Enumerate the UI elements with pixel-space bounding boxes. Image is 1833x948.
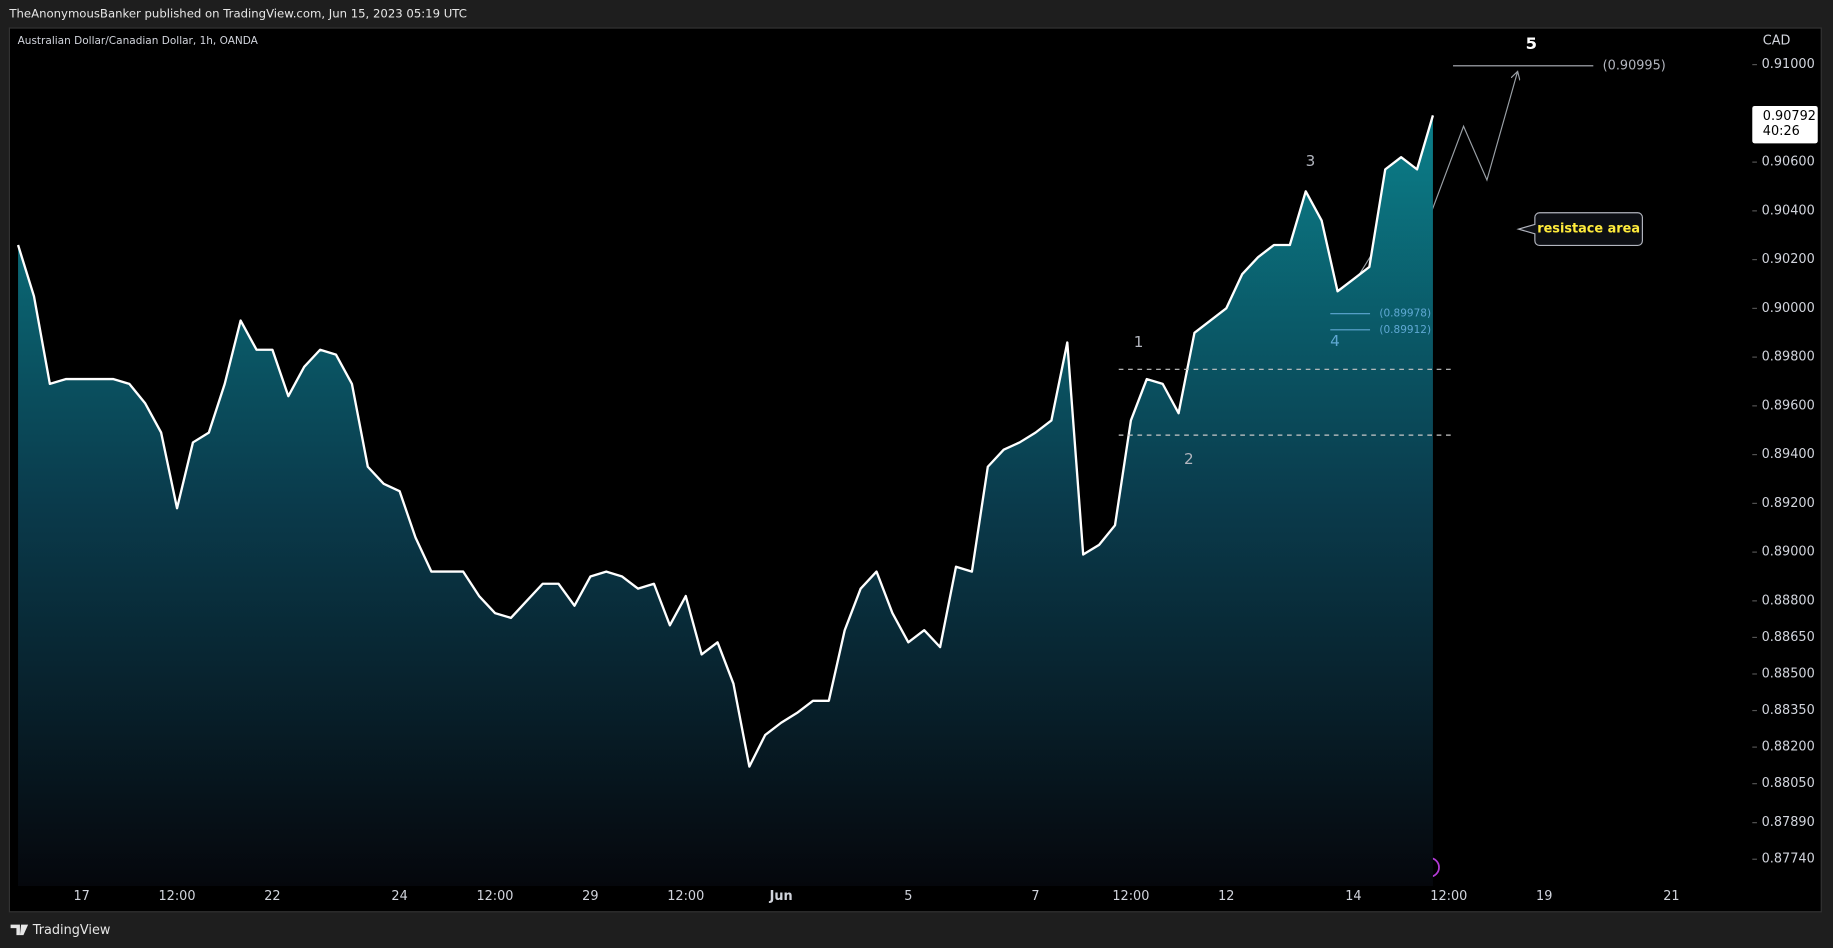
y-tick-label: 0.90400 (1762, 203, 1815, 218)
y-tick-label: 0.88800 (1762, 593, 1815, 608)
y-tick-label: 0.88200 (1762, 740, 1815, 755)
brand-logo (10, 924, 29, 936)
x-tick-label: 12:00 (667, 889, 704, 904)
y-tick-label: 0.87740 (1762, 852, 1815, 867)
x-tick-label: 12:00 (159, 889, 196, 904)
x-tick-label: 12 (1218, 889, 1234, 904)
y-tick-label: 0.89000 (1762, 545, 1815, 560)
chart-title: Australian Dollar/Canadian Dollar, 1h, O… (18, 35, 259, 47)
wave-label: 3 (1306, 152, 1316, 170)
x-tick-label: 19 (1536, 889, 1552, 904)
x-tick-label: 7 (1031, 889, 1039, 904)
y-tick-label: 0.88500 (1762, 666, 1815, 681)
y-tick-label: 0.89200 (1762, 496, 1815, 511)
y-axis-label: CAD (1763, 33, 1791, 48)
y-tick-label: 0.88350 (1762, 703, 1815, 718)
y-tick-label: 0.89600 (1762, 398, 1815, 413)
y-tick-label: 0.87890 (1762, 815, 1815, 830)
x-tick-label: 12:00 (1112, 889, 1149, 904)
y-tick-label: 0.88650 (1762, 630, 1815, 645)
price-tag (1752, 105, 1818, 144)
price-line (16, 115, 1435, 768)
level-label: (0.90995) (1603, 58, 1666, 73)
wave-label: 4 (1330, 332, 1340, 350)
x-tick-label: 14 (1345, 889, 1361, 904)
price-tag-value: 0.90792 (1763, 109, 1816, 124)
y-tick-label: 0.91000 (1762, 57, 1815, 72)
x-tick-label: 5 (904, 889, 912, 904)
x-tick-label: 17 (73, 889, 89, 904)
x-tick-label: Jun (769, 889, 793, 904)
y-tick-label: 0.90200 (1762, 252, 1815, 267)
y-tick-label: 0.89400 (1762, 447, 1815, 462)
callout-text: resistace area (1537, 222, 1640, 237)
y-tick-label: 0.89800 (1762, 350, 1815, 365)
price-tag-countdown: 40:26 (1763, 124, 1800, 139)
publisher: TheAnonymousBanker published on TradingV… (8, 7, 466, 21)
area (18, 115, 1433, 887)
y-tick-label: 0.88050 (1762, 776, 1815, 791)
level-label: (0.89912) (1379, 324, 1431, 336)
wave-label: 2 (1184, 450, 1194, 468)
wave-label: 5 (1526, 34, 1537, 53)
y-tick-label: 0.90600 (1762, 155, 1815, 170)
x-tick-label: 29 (582, 889, 598, 904)
x-tick-label: 24 (391, 889, 407, 904)
brand: TradingView (32, 923, 111, 938)
wave-label: 1 (1134, 333, 1144, 351)
x-tick-label: 22 (264, 889, 280, 904)
y-tick-label: 0.90000 (1762, 301, 1815, 316)
callout-box (1516, 212, 1643, 247)
x-tick-label: 21 (1663, 889, 1679, 904)
level-label: (0.89978) (1379, 308, 1431, 320)
x-tick-label: 12:00 (476, 889, 513, 904)
x-tick-label: 12:00 (1430, 889, 1467, 904)
